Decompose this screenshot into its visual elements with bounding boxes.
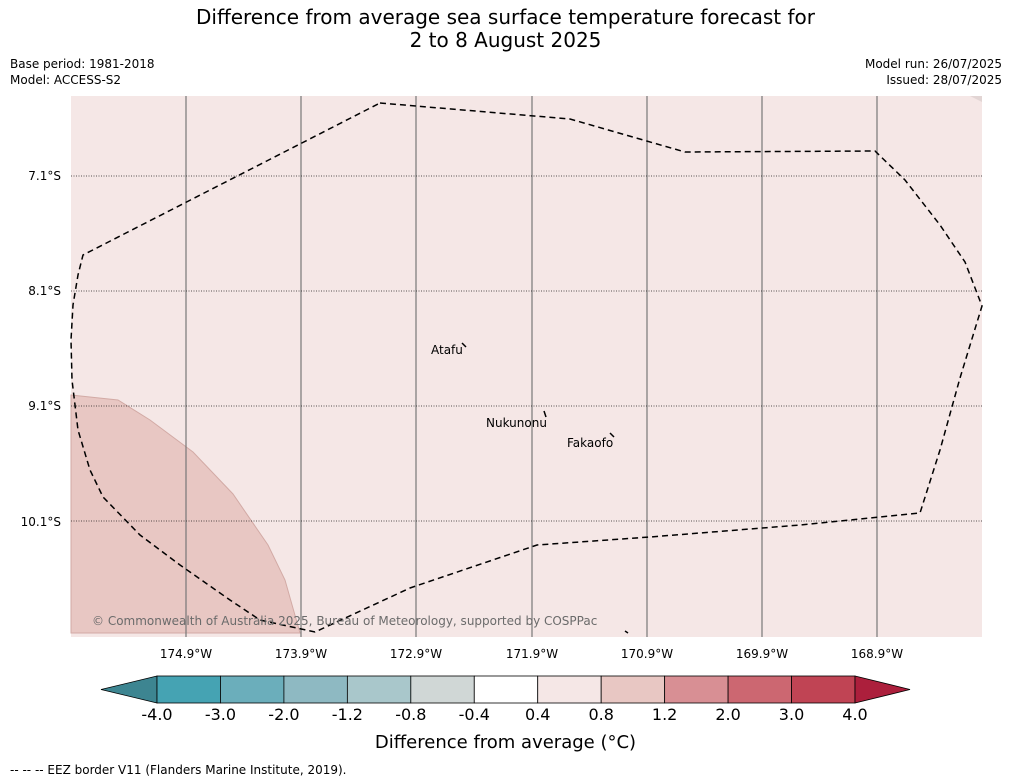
colorbar-segment [220,675,285,704]
lon-label-3: 172.9°W [389,647,443,661]
lat-label-2: 8.1°S [28,284,61,298]
colorbar-tick-label: -4.0 [141,705,173,724]
place-atafu: Atafu [431,343,463,357]
nukunonu-island-shape [543,410,547,418]
colorbar-tick-label: -0.4 [458,705,490,724]
colorbar-segment [156,675,221,704]
colorbar-segment [346,675,412,704]
colorbar-tick-label: 3.0 [778,705,805,724]
meta-right: Model run: 26/07/2025 Issued: 28/07/2025 [865,56,1002,88]
colorbar-tick-label: -2.0 [268,705,300,724]
meridian-lines [185,96,878,637]
colorbar-extend-low [100,675,158,704]
lat-label-3: 9.1°S [28,399,61,413]
colorbar-tick-label: 0.4 [524,705,551,724]
model-run: Model run: 26/07/2025 [864,57,1002,71]
parallel-lines [71,175,982,522]
colorbar-segment [537,675,602,704]
model-name: Model: ACCESS-S2 [10,73,122,87]
lon-label-5: 170.9°W [620,647,674,661]
colorbar-tick-label: -3.0 [204,705,237,724]
colorbar-tick-label: 0.8 [588,705,614,724]
eez-border [70,102,983,633]
colorbar-tick-label: 2.0 [715,705,741,724]
lon-label-4: 171.9°W [505,647,559,661]
issued-date: Issued: 28/07/2025 [886,73,1002,87]
colorbar-segment [410,675,475,704]
fakaofo-island-shape [609,432,615,438]
colorbar-tick-label: -0.8 [395,705,427,724]
lon-label-7: 168.9°W [850,647,904,661]
title-line-2: 2 to 8 August 2025 [409,28,602,52]
place-fakaofo: Fakaofo [567,436,614,450]
chart-title: Difference from average sea surface temp… [0,6,1011,52]
colorbar-label: Difference from average (°C) [374,732,637,753]
colorbar-segment [727,675,792,704]
colorbar-segment [283,675,348,704]
colorbar-tick-label: 1.2 [651,705,678,724]
small-island-shape [624,630,629,634]
base-period: Base period: 1981-2018 [10,57,155,71]
colorbar-extend-high [854,675,911,704]
lon-label-6: 169.9°W [735,647,789,661]
lon-label-1: 174.9°W [159,647,213,661]
atafu-island-shape [461,342,467,348]
meta-left: Base period: 1981-2018 Model: ACCESS-S2 [10,56,155,88]
colorbar-segment [600,675,666,704]
lat-label-1: 7.1°S [28,169,61,183]
colorbar-tick-label: 4.0 [842,705,868,724]
place-nukunonu: Nukunonu [486,416,547,430]
title-line-1: Difference from average sea surface temp… [195,5,815,29]
lat-label-4: 10.1°S [20,515,61,529]
lon-label-2: 173.9°W [274,647,328,661]
corner-patch [970,96,982,102]
colorbar-segment [791,675,856,704]
colorbar [100,675,911,704]
colorbar-tick-label: -1.2 [331,705,363,724]
colorbar-segment [473,675,539,704]
colorbar-segment [664,675,729,704]
footnote: -- -- -- EEZ border V11 (Flanders Marine… [10,763,347,777]
copyright-notice: © Commonwealth of Australia 2025, Bureau… [92,614,598,628]
